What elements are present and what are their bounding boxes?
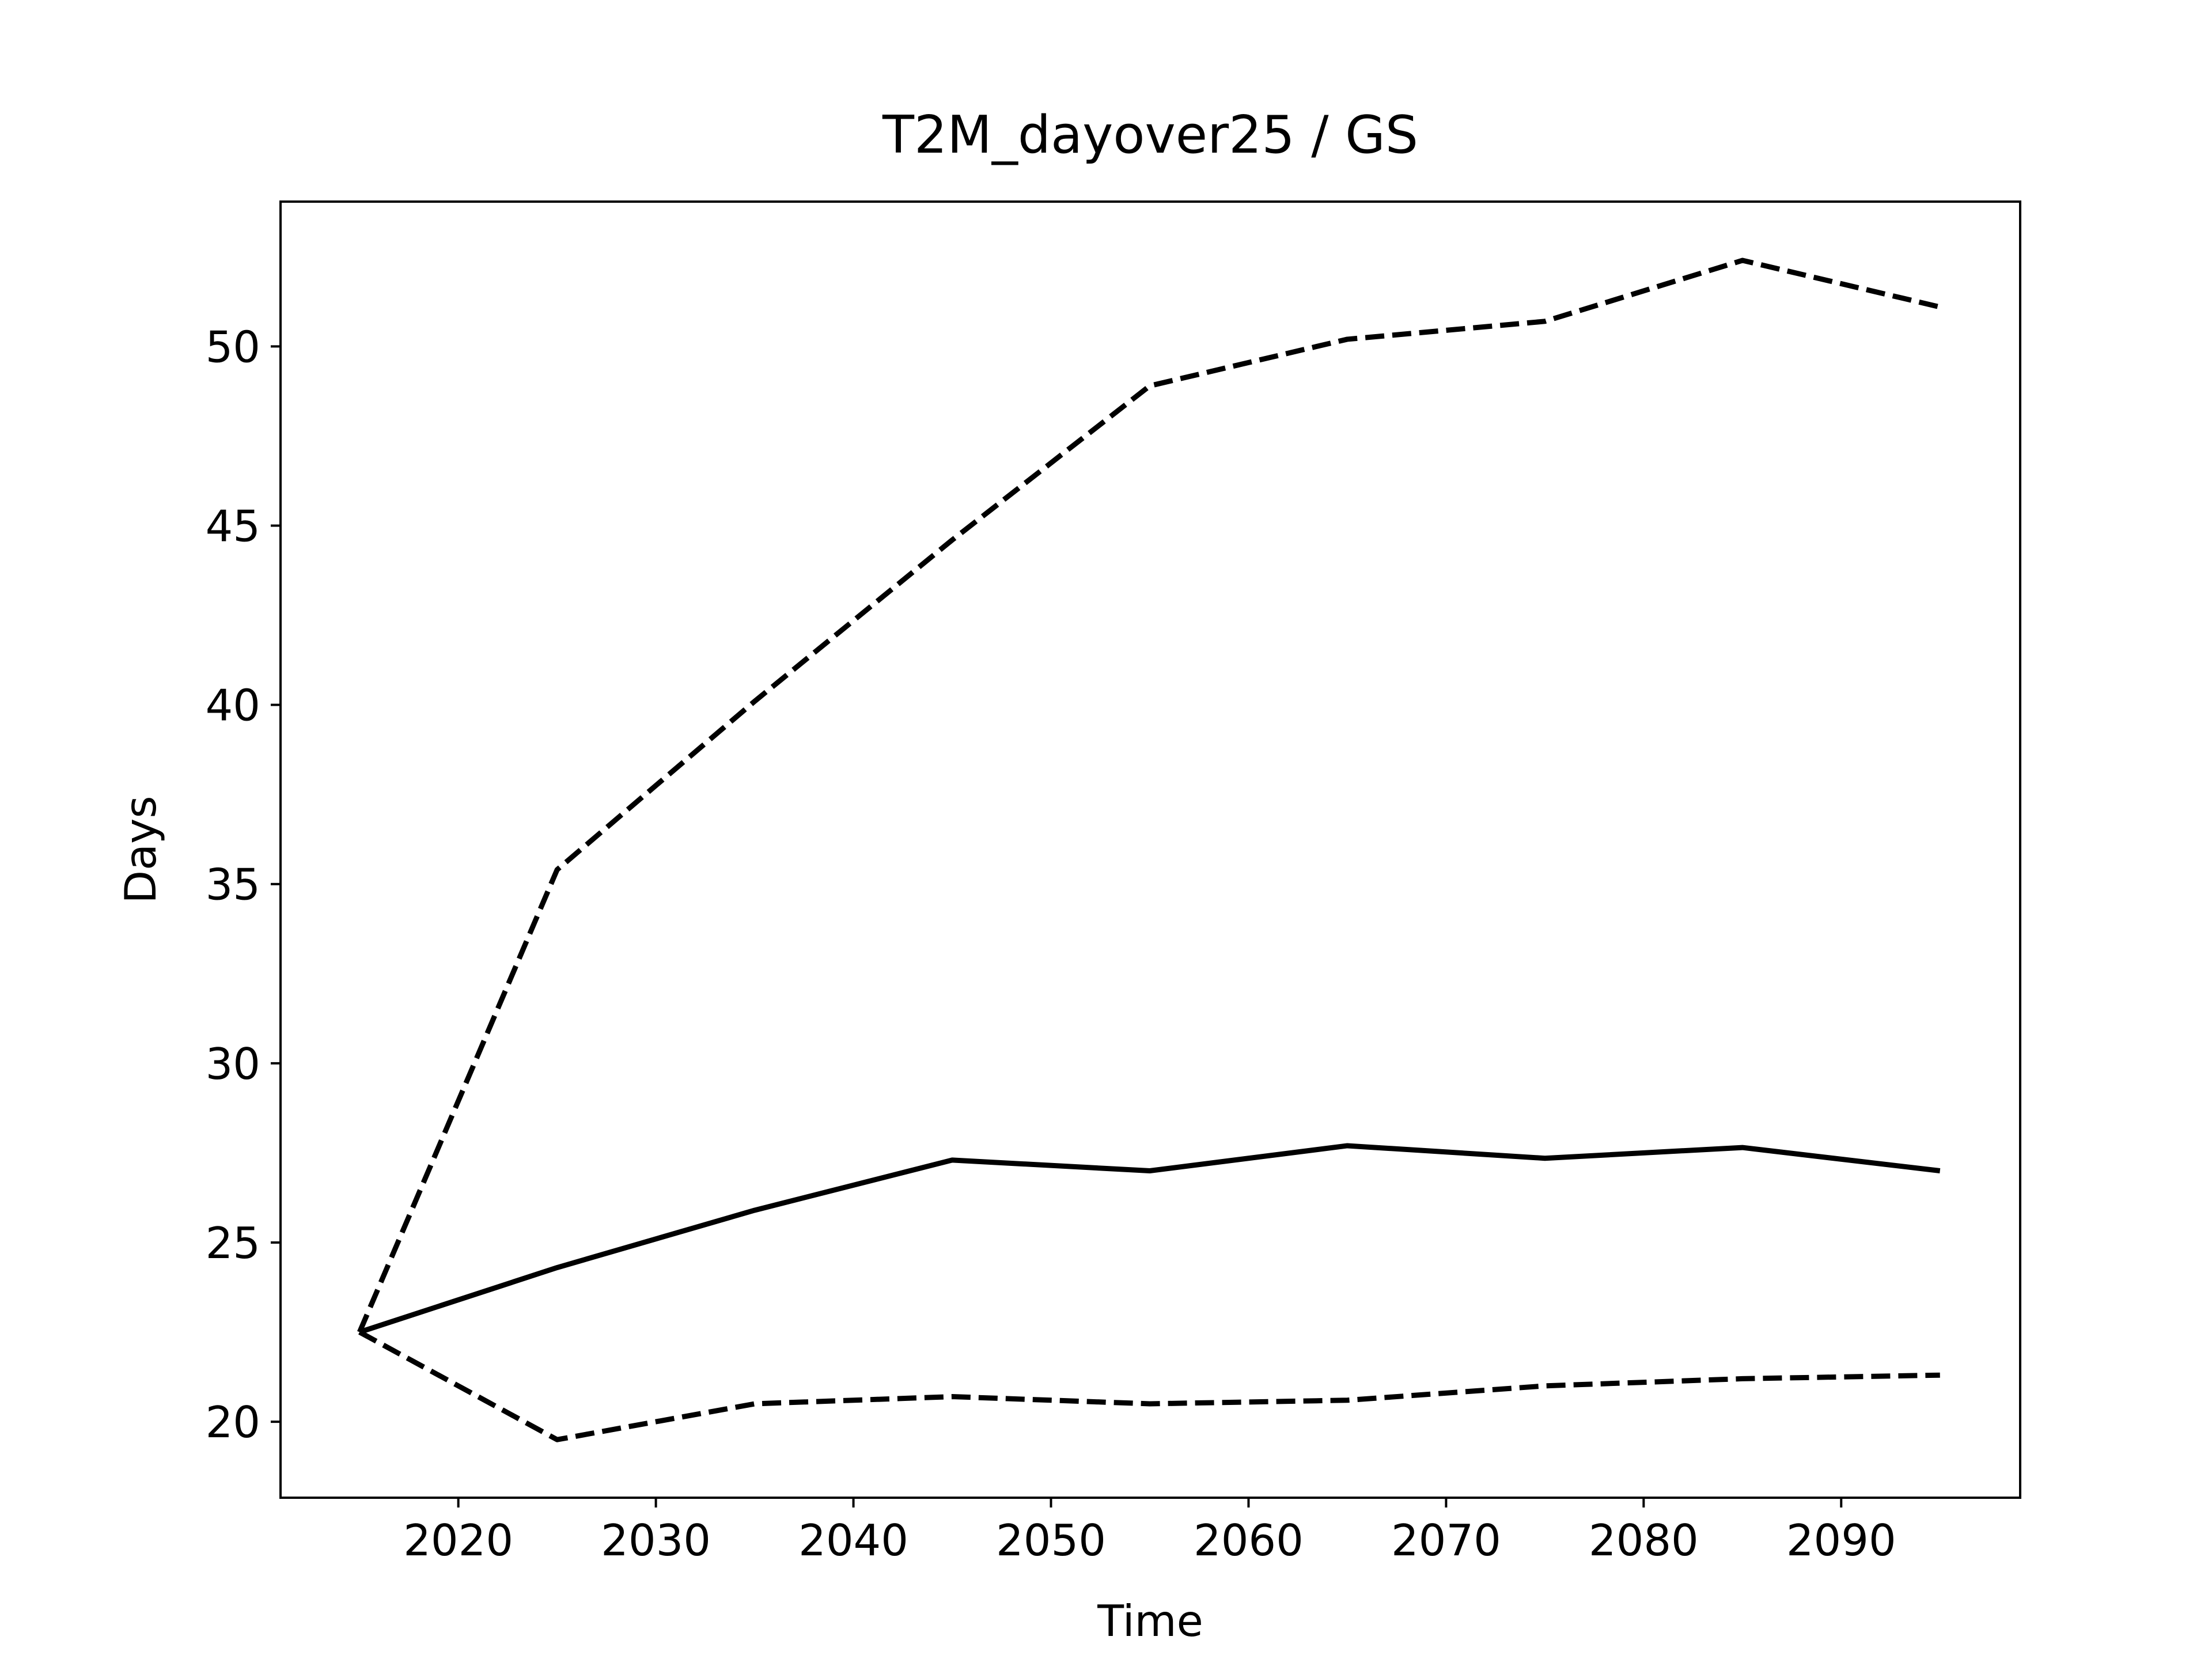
y-tick-label: 40 (206, 680, 260, 731)
y-tick-label: 30 (206, 1039, 260, 1089)
plot-frame (279, 200, 2021, 1499)
series-line (358, 1143, 1941, 1335)
y-tick-label: 35 (206, 859, 260, 910)
x-axis-label: Time (1097, 1596, 1203, 1646)
chart-title: T2M_dayover25 / GS (882, 105, 1418, 165)
y-axis-label: Days (115, 796, 166, 903)
x-tick-label: 2090 (1786, 1515, 1896, 1566)
x-tick-label: 2050 (996, 1515, 1106, 1566)
x-tick-label: 2080 (1589, 1515, 1699, 1566)
x-tick-label: 2070 (1391, 1515, 1501, 1566)
y-tick-label: 45 (206, 501, 260, 552)
y-tick-label: 20 (206, 1397, 260, 1448)
x-tick-label: 2020 (403, 1515, 513, 1566)
series-line (358, 1330, 1940, 1442)
x-tick-label: 2040 (798, 1515, 908, 1566)
y-tick-label: 25 (206, 1218, 260, 1268)
y-tick-label: 50 (206, 321, 260, 372)
x-tick-label: 2060 (1194, 1515, 1304, 1566)
x-tick-label: 2030 (601, 1515, 711, 1566)
